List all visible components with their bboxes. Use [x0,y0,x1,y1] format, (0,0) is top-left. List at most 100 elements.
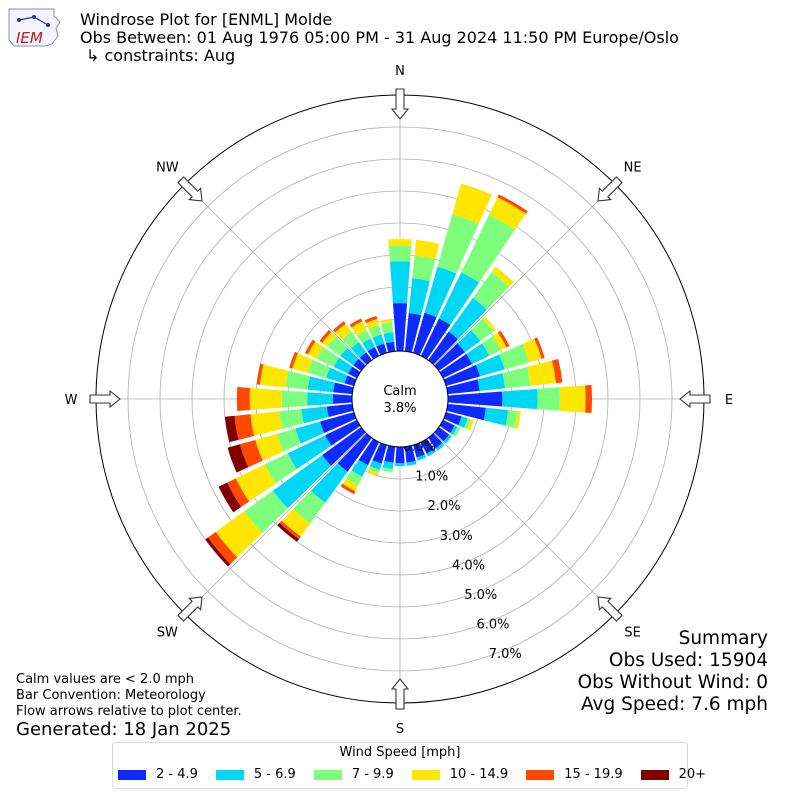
windrose-bar-segment [367,347,380,360]
legend-label: 15 - 19.9 [564,767,623,782]
windrose-bar-segment [341,331,359,349]
windrose-bar-segment [446,379,480,395]
windrose-bar-segment [292,353,313,373]
windrose-bar-segment [281,509,311,537]
legend-swatch [215,769,244,780]
windrose-bar-segment [356,329,371,344]
compass-label-sw: SW [157,626,178,641]
windrose-bar-segment [264,453,297,484]
windrose-bar-segment [406,461,417,466]
windrose-bar-segment [505,409,518,429]
windrose-bar-segment [368,466,380,473]
windrose-bar-segment [381,322,394,334]
windrose-bar-segment [499,343,530,370]
windrose-bar-segment [249,387,282,411]
windrose-bar-segment [287,435,332,470]
windrose-bar-segment [443,434,452,444]
windrose-bar-segment [482,336,501,356]
windrose-bar-segment [389,261,411,304]
windrose-bar-segment [483,407,509,426]
windrose-bar-segment [310,463,348,503]
windrose-bar-segment [491,266,514,287]
windrose-bar-segment [414,239,440,260]
legend-title: Wind Speed [mph] [339,745,461,760]
calm-label: Calm [383,384,416,399]
windrose-bar-segment [326,403,354,418]
legend: Wind Speed [mph] 2 - 4.9 5 - 6.9 7 - 9.9… [112,742,706,789]
windrose-bar-segment [552,358,563,384]
windrose-bar-segment [502,366,531,389]
windrose-bar-segment [448,297,488,340]
windrose-bar-segment [464,418,471,430]
windrose-bar-segment [332,394,353,404]
windrose-bar-segment [428,433,443,449]
windrose-bar-segment [416,454,427,461]
windrose-bar-segment [292,490,326,524]
compass-arrow [177,176,203,202]
windrose-bar-segment [333,321,346,333]
windrose-bar-segment [301,406,329,424]
windrose-bar-segment [342,478,359,492]
windrose-bar-segment [307,392,333,406]
windrose-bar-segment [304,339,316,355]
compass-label-n: N [395,64,405,79]
windrose-bar-segment [215,511,263,558]
compass-arrow [679,389,711,409]
compass-arrow [597,176,623,202]
ring-label: 1.0% [415,470,448,485]
windrose-bar-segment [457,329,481,353]
windrose-bar-segment [388,245,412,262]
windrose-bar-segment [335,323,352,340]
compass-label-e: E [725,393,733,408]
legend-label: 2 - 4.9 [156,767,198,782]
windrose-bar-segment [344,375,357,386]
ring-label: 3.0% [440,529,473,544]
windrose-bar-segment [350,341,367,358]
compass-labels: N NE E SE S SW W NW [65,64,734,737]
ring-labels: 0.0%1.0%2.0%3.0%4.0%5.0%6.0%7.0% [403,440,522,662]
windrose-bar-segment [382,461,394,470]
windrose-bar-segment [327,336,348,356]
windrose-bar-segment [477,373,506,391]
windrose-bar-segment [585,384,592,414]
windrose-bar-segment [458,416,468,428]
windrose-bar-segment [522,338,542,363]
legend-swatch [526,769,555,780]
windrose-bar-segment [471,318,494,341]
windrose-bar-segment [388,239,412,246]
obs-between: Obs Between: 01 Aug 1976 05:00 PM - 31 A… [80,28,679,47]
windrose-bar-segment [434,343,465,371]
windrose-bar-segment [307,359,330,379]
windrose-bar-segment [340,347,359,366]
windrose-bar-segment [272,455,332,509]
obs-without-wind: Obs Without Wind: 0 [577,672,768,693]
windrose-bar-segment [502,388,538,410]
notes: Calm values are < 2.0 mph Bar Convention… [16,672,242,720]
windrose-bar-segment [435,442,445,451]
windrose-bar-segment [392,303,408,352]
windrose-bar-segment [514,410,521,429]
legend-swatch [411,769,440,780]
windrose-bar-segment [322,427,366,466]
legend-swatch [640,769,669,780]
windrose-bar-segment [428,331,459,365]
windrose-bar-segment [276,428,301,452]
windrose-bar-segment [289,351,298,369]
windrose-bar-segment [404,445,416,463]
windrose-bar-segment [420,438,435,454]
windrose-bar-segment [376,343,387,356]
windrose-bar-segment [279,520,301,540]
windrose-bar-segment [364,315,378,324]
bar-convention: Bar Convention: Meteorology [16,688,206,703]
legend-item: 5 - 6.9 [215,767,296,782]
windrose-bar-segment [322,332,336,347]
ring-label: 5.0% [464,588,497,603]
compass-arrow [597,596,623,622]
windrose-bar-segment [239,439,263,468]
compass-arrows [89,88,711,710]
compass-label-nw: NW [156,160,179,175]
windrose-bar-segment [383,332,395,344]
logo-text: IEM [16,29,43,47]
legend-label: 7 - 9.9 [351,767,394,782]
windrose-bar-segment [205,537,231,567]
